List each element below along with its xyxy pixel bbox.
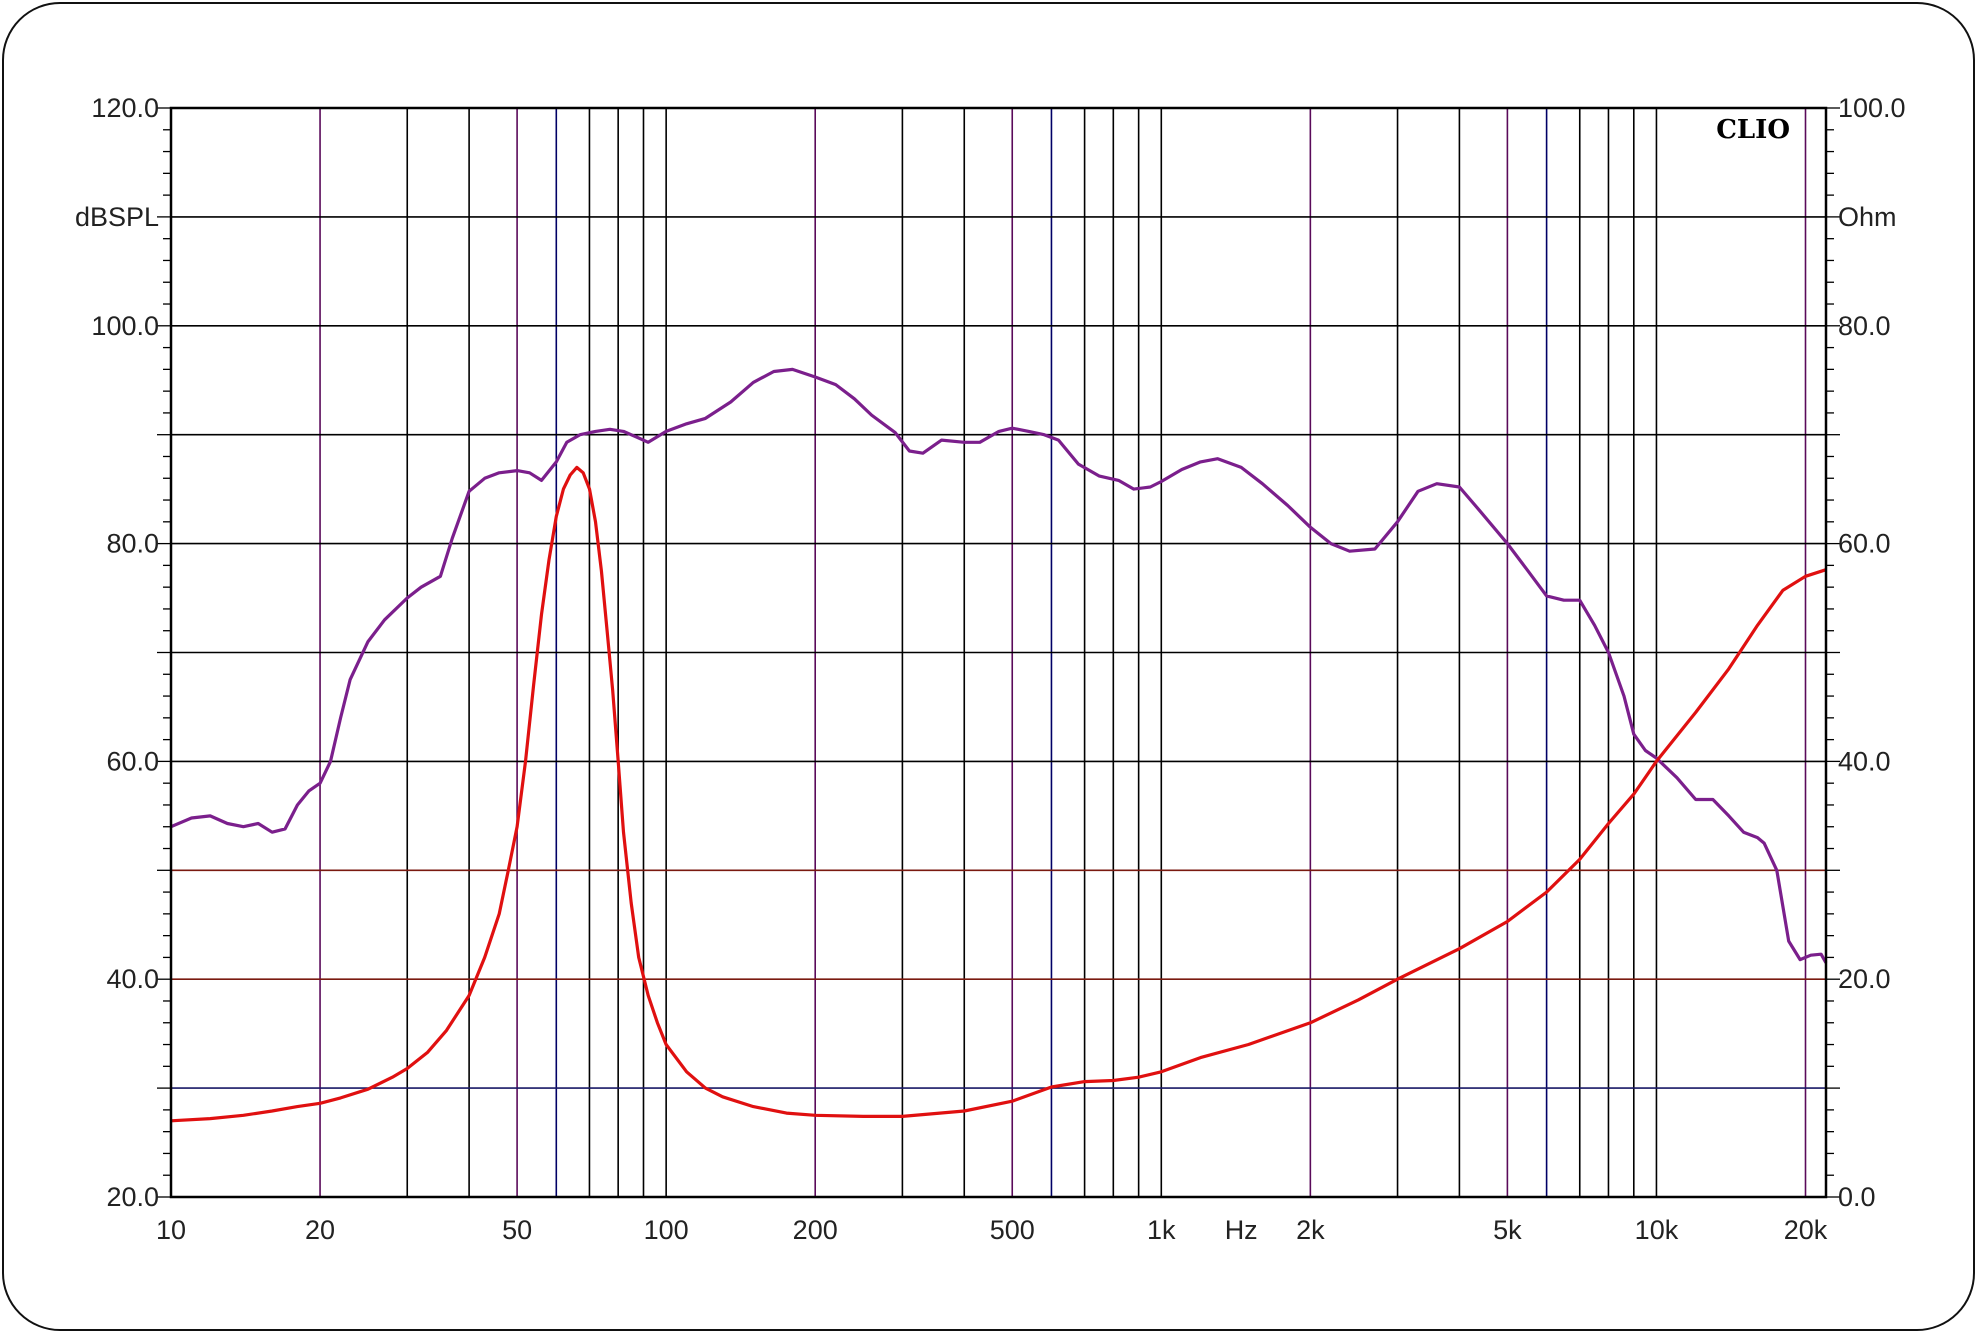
y-left-tick-label: 120.0 [91, 93, 159, 123]
y-left-tick-label: 100.0 [91, 311, 159, 341]
y-right-tick-label: 0.0 [1838, 1182, 1876, 1212]
y-left-tick-label: 40.0 [106, 964, 159, 994]
series [170, 367, 1828, 1123]
x-tick-label: 2k [1296, 1215, 1325, 1245]
y-left-tick-label: 80.0 [106, 529, 159, 559]
grid [171, 108, 1826, 1197]
x-tick-label: 1k [1147, 1215, 1176, 1245]
y-right-tick-label: 100.0 [1838, 93, 1906, 123]
x-tick-label: 20 [305, 1215, 335, 1245]
plot-border [169, 106, 1828, 1199]
clio-brand-label: CLIO [1716, 115, 1790, 145]
x-tick-label: 5k [1493, 1215, 1522, 1245]
spl-curve [170, 367, 1828, 964]
y-right-unit-label: Ohm [1838, 202, 1897, 232]
x-tick-label: 200 [793, 1215, 838, 1245]
y-right-tick-label: 40.0 [1838, 746, 1891, 776]
y-right-tick-label: 20.0 [1838, 964, 1891, 994]
y-left-tick-label: 20.0 [106, 1182, 159, 1212]
x-tick-label: 100 [644, 1215, 689, 1245]
y-left-tick-label: 60.0 [106, 746, 159, 776]
x-tick-label: 10 [156, 1215, 186, 1245]
y-right-tick-label: 60.0 [1838, 529, 1891, 559]
x-tick-label: 500 [990, 1215, 1035, 1245]
x-unit-label: Hz [1225, 1215, 1258, 1245]
x-tick-label: 50 [502, 1215, 532, 1245]
minor-ticks [157, 107, 1840, 1198]
y-left-unit-label: dBSPL [75, 202, 159, 232]
x-tick-label: 10k [1635, 1215, 1679, 1245]
axis-labels: 20.0 40.0 60.0 80.0 100.0 120.0 0.0 20.0 40.0 60.… [75, 93, 1906, 1245]
x-tick-label: 20k [1784, 1215, 1828, 1245]
impedance-curve [170, 465, 1827, 1123]
y-right-tick-label: 80.0 [1838, 311, 1891, 341]
